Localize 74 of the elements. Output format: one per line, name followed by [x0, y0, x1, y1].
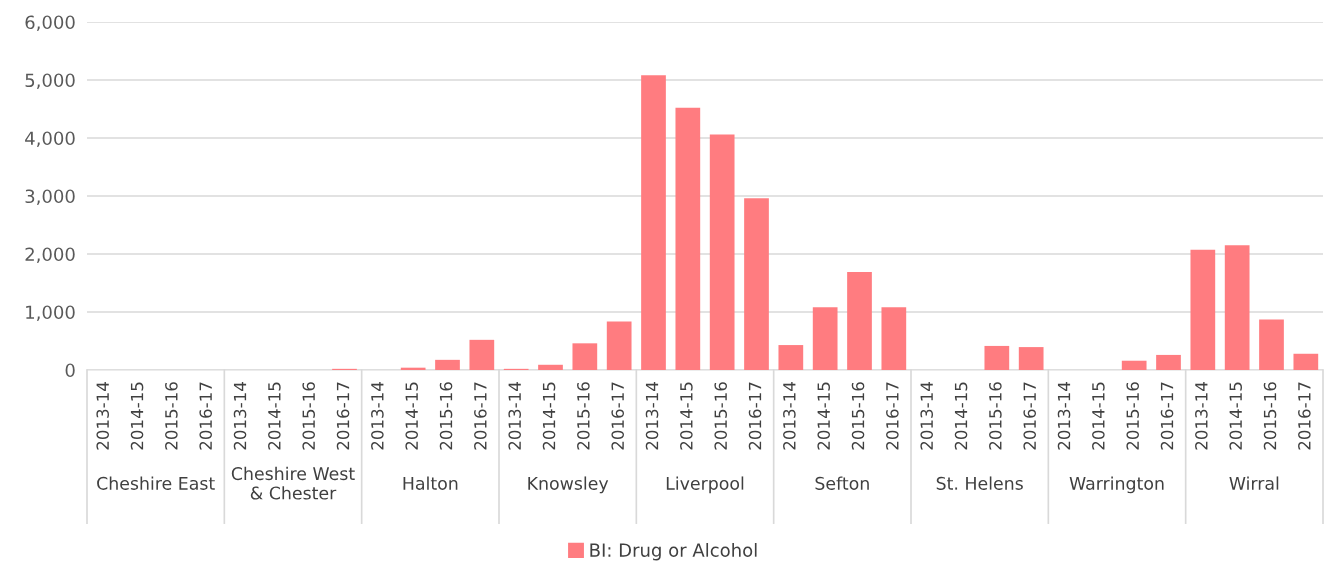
bar	[709, 134, 735, 370]
bar	[572, 343, 598, 370]
text: Cheshire West & Chester	[231, 466, 355, 500]
text: Warrington	[1069, 476, 1164, 494]
x-tick-label: 2016-17	[1160, 382, 1174, 450]
x-tick-label: 2014-15	[680, 382, 693, 450]
bar	[847, 271, 872, 370]
x-tick-label: 2015-16	[1263, 382, 1277, 450]
bar	[778, 345, 804, 370]
y-tick-label: 3,000	[25, 189, 75, 205]
bar	[538, 364, 563, 370]
x-tick-label: 2015-16	[577, 382, 590, 450]
x-tick-label: 2015-16	[439, 382, 453, 450]
x-tick-label: 2014-15	[817, 382, 830, 450]
legend-label: BI: Drug or Alcohol	[590, 542, 757, 561]
y-tick-label: 5,000	[25, 73, 75, 89]
bar	[744, 198, 769, 370]
x-tick-label: 2016-17	[199, 382, 212, 450]
bar	[1259, 319, 1284, 370]
y-tick-label: 2,000	[25, 247, 75, 263]
x-tick-label: 2013-14	[233, 382, 247, 450]
x-tick-label: 2013-14	[645, 382, 659, 450]
y-tick-label: 1,000	[26, 305, 75, 321]
x-tick-label: 2013-14	[1057, 382, 1071, 450]
x-tick-label: 2015-16	[1126, 382, 1139, 450]
x-tick-label: 2014-15	[542, 382, 556, 450]
bar	[881, 307, 907, 370]
x-tick-label: 2016-17	[886, 382, 899, 450]
x-tick-label: 2016-17	[474, 382, 487, 450]
x-tick-label: 2013-14	[1195, 382, 1208, 450]
x-tick-label: 2014-15	[405, 382, 418, 450]
text: St. Helens	[936, 476, 1023, 490]
bar	[1156, 354, 1181, 370]
bar	[469, 339, 495, 370]
x-tick-label: 2014-15	[1092, 382, 1105, 450]
x-tick-label: 2013-14	[783, 382, 796, 450]
text: Cheshire East	[97, 476, 215, 490]
bar	[1121, 360, 1147, 370]
x-tick-label: 2015-16	[165, 382, 178, 450]
bar	[1190, 249, 1216, 370]
x-tick-label: 2016-17	[336, 382, 350, 450]
bar	[812, 307, 838, 370]
bar	[984, 345, 1010, 370]
bar	[606, 321, 632, 370]
x-tick-label: 2016-17	[1023, 382, 1036, 450]
bar	[641, 75, 666, 370]
x-tick-label: 2015-16	[714, 382, 727, 450]
x-tick-label: 2016-17	[611, 382, 624, 450]
y-tick-label: 4,000	[25, 131, 75, 147]
text: Sefton	[815, 476, 869, 490]
x-tick-label: 2014-15	[268, 382, 281, 450]
x-tick-label: 2014-15	[130, 382, 144, 450]
y-tick-label: 6,000	[25, 15, 75, 31]
text: Wirral	[1229, 476, 1279, 490]
x-tick-label: 2014-15	[954, 382, 968, 450]
bar	[1018, 347, 1044, 370]
x-tick-label: 2014-15	[1229, 382, 1242, 450]
bar	[1293, 353, 1319, 370]
x-tick-label: 2015-16	[989, 382, 1002, 450]
y-tick-label: 0	[65, 363, 75, 378]
x-tick-label: 2016-17	[748, 382, 762, 450]
bar	[1224, 245, 1250, 370]
bar	[435, 359, 460, 370]
text: Halton	[403, 476, 458, 490]
x-tick-label: 2015-16	[302, 382, 315, 450]
x-tick-label: 2016-17	[1298, 382, 1311, 450]
x-tick-label: 2013-14	[371, 382, 384, 450]
text: Knowsley	[528, 476, 609, 494]
bar	[675, 107, 701, 370]
x-tick-label: 2013-14	[96, 382, 109, 450]
x-tick-label: 2013-14	[508, 382, 521, 450]
x-tick-label: 2015-16	[851, 382, 865, 450]
text: Liverpool	[666, 476, 744, 494]
x-tick-label: 2013-14	[920, 382, 933, 450]
